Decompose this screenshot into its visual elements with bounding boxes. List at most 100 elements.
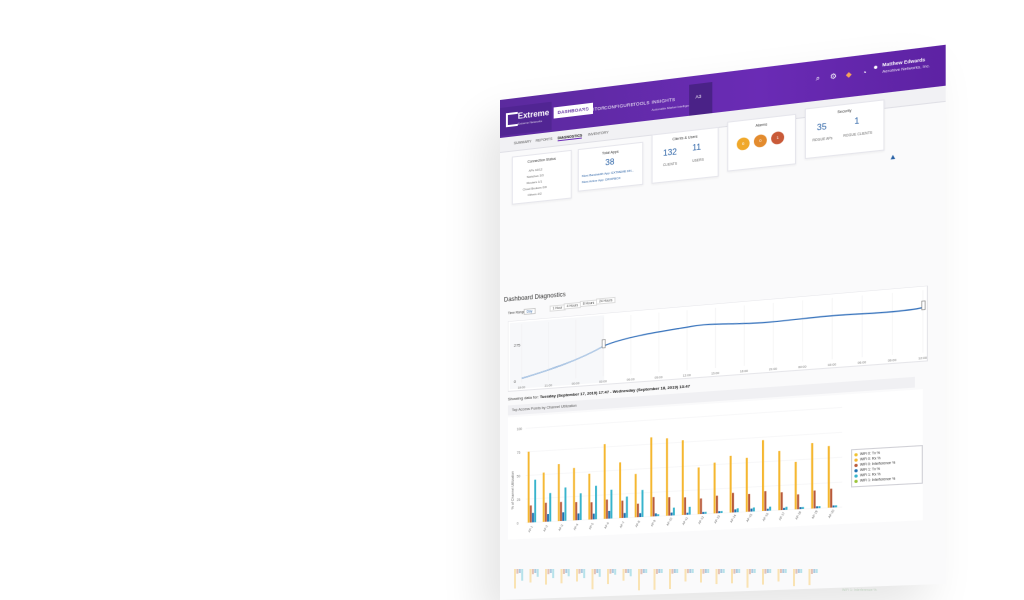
bar[interactable] [721,511,723,513]
bar[interactable] [635,474,637,517]
bar[interactable] [797,494,799,509]
bar[interactable] [718,511,720,513]
alarms-card[interactable]: Alarms 6 0 1 [727,114,796,172]
range-handle-left[interactable] [602,340,605,348]
bar[interactable] [814,490,816,508]
bar[interactable] [575,502,577,520]
range-24-hours-button[interactable]: 24 Hours [596,297,615,305]
bar[interactable] [802,507,804,509]
settings-icon[interactable]: ⚙ [829,73,838,83]
search-icon[interactable]: ⌕ [814,75,823,85]
bar[interactable] [748,494,750,512]
bar[interactable] [558,464,560,521]
time-range-select[interactable]: Day [524,308,536,315]
tab-diagnostics[interactable]: DIAGNOSTICS [558,133,583,141]
bar[interactable] [642,490,644,517]
bar[interactable] [653,497,655,516]
bar[interactable] [619,462,621,518]
bar[interactable] [682,440,684,515]
diagnostics-timeline-chart[interactable]: 275 0 18:00 21:00 00:00 03:00 06:00 09:00 12:0… [508,285,932,393]
nav-insights[interactable]: INSIGHTS [652,97,676,105]
bar[interactable] [530,505,532,522]
bar[interactable] [604,444,606,519]
user-avatar-icon[interactable]: ● [873,64,878,72]
bar[interactable] [732,493,734,513]
bar[interactable] [578,513,580,520]
security-card[interactable]: Security 35 1 ROGUE APs ROGUE CLIENTS [805,99,885,159]
nav-tools[interactable]: TOOLS [633,100,650,107]
bar[interactable] [543,473,545,522]
clients-users-card[interactable]: Clients & Users 132 11 CLIENTS USERS [652,127,719,184]
bar[interactable] [816,506,818,508]
bar[interactable] [835,505,837,507]
bar[interactable] [734,509,736,512]
alarm-minor-badge[interactable]: 1 [771,131,784,145]
bar[interactable] [534,480,536,523]
bar[interactable] [795,462,797,510]
bar[interactable] [532,513,534,523]
bar[interactable] [580,493,582,520]
bar[interactable] [655,513,657,516]
bar[interactable] [686,513,688,515]
bar[interactable] [762,440,764,511]
bar[interactable] [528,452,530,523]
tab-inventory[interactable]: INVENTORY [588,130,609,136]
bar[interactable] [700,498,702,514]
alarm-major-badge[interactable]: 0 [754,134,767,148]
range-8-hours-button[interactable]: 8 Hours [580,299,597,307]
bar[interactable] [769,507,771,511]
bar[interactable] [830,489,832,508]
bar[interactable] [698,467,700,514]
bar[interactable] [764,491,766,511]
bar[interactable] [778,451,780,510]
bar[interactable] [811,443,813,509]
range-4-hours-button[interactable]: 4 Hours [564,302,581,310]
bar[interactable] [621,501,623,518]
bar[interactable] [673,508,675,516]
bar[interactable] [564,487,566,520]
bar[interactable] [753,507,755,511]
bar[interactable] [767,509,769,511]
bar[interactable] [730,456,732,513]
bar[interactable] [671,513,673,516]
bar[interactable] [549,493,551,522]
bar[interactable] [746,458,748,512]
bar[interactable] [606,499,608,518]
bar[interactable] [783,508,785,510]
alarm-critical-badge[interactable]: 6 [737,137,750,151]
bar[interactable] [750,509,752,512]
bar[interactable] [560,502,562,521]
bar[interactable] [637,504,639,518]
connection-status-card[interactable]: Connection Status APs 10/12 Switches 3/3… [512,150,572,205]
bar[interactable] [639,513,641,517]
bar[interactable] [573,468,575,520]
bar[interactable] [610,490,612,519]
bar[interactable] [705,512,707,514]
bar[interactable] [684,497,686,515]
tab-summary[interactable]: SUMMARY [514,139,532,145]
bar[interactable] [828,446,830,508]
nav-configure[interactable]: CONFIGURE [604,102,634,111]
bar[interactable] [689,507,691,515]
bar[interactable] [702,512,704,514]
bar[interactable] [545,503,547,522]
bar[interactable] [714,463,716,514]
bar[interactable] [650,437,652,516]
bar[interactable] [666,438,668,516]
range-handle-right[interactable] [922,301,925,310]
bar[interactable] [591,502,593,519]
collapse-up-icon[interactable]: ▲ [889,153,897,161]
bar[interactable] [657,514,659,516]
bar[interactable] [833,505,835,507]
bar[interactable] [716,496,718,514]
tab-reports[interactable]: REPORTS [536,137,553,143]
help-icon[interactable]: ◔ [860,69,869,79]
bar[interactable] [785,507,787,510]
bar[interactable] [799,507,801,509]
bar[interactable] [818,506,820,508]
bar[interactable] [588,474,590,520]
bar[interactable] [608,511,610,519]
total-apps-card[interactable]: Total Apps 38 Most Bandwidth App: EXTREM… [578,142,643,192]
brand-logo[interactable]: Extreme Extreme Networks [500,102,552,136]
notifications-icon[interactable]: ◆ [844,71,853,81]
